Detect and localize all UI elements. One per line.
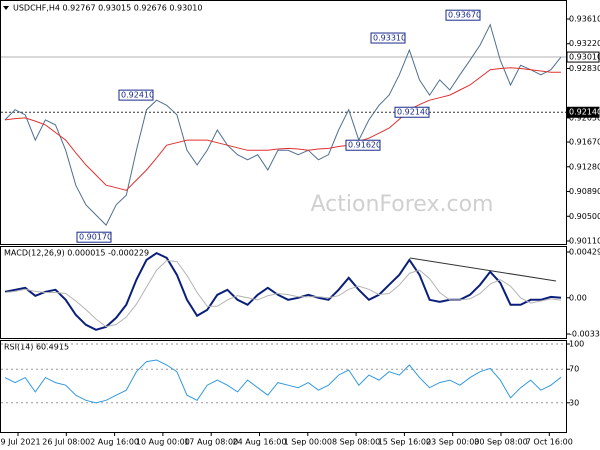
- price-label: 0.92140: [569, 108, 600, 117]
- y-tick-label: 0.90890: [569, 187, 600, 196]
- x-tick-label: 19 Jul 2021: [0, 438, 41, 447]
- y-tick-label: 100: [569, 340, 584, 349]
- callout-label: 0.91620: [348, 141, 381, 150]
- callout-label: 0.90170: [79, 233, 112, 242]
- callout-box: [394, 106, 430, 118]
- y-tick-label: -0.003396: [569, 330, 600, 339]
- callout-label: 0.92410: [121, 91, 154, 100]
- x-tick-label: 8 Sep 08:00: [332, 438, 380, 447]
- callout-box: [345, 139, 381, 151]
- y-tick-label: 0.92830: [569, 64, 600, 73]
- callout-label: 0.93670: [448, 11, 481, 20]
- macd-panel: [0, 246, 567, 339]
- y-tick-label: 0.004299: [569, 248, 600, 257]
- series-line: [4, 251, 562, 331]
- y-tick-label: 0.93220: [569, 39, 600, 48]
- price-label-box: [566, 106, 600, 118]
- x-tick-label: 26 Jul 08:00: [42, 438, 90, 447]
- y-tick-label: 70: [569, 365, 579, 374]
- series-line: [4, 23, 562, 226]
- x-tick-label: 30 Sep 08:00: [474, 438, 527, 447]
- rsi-title: RSI(14) 60.4915: [4, 343, 69, 352]
- y-tick-label: 30: [569, 398, 579, 407]
- x-tick-label: 2 Aug 16:00: [90, 438, 139, 447]
- watermark: ActionForex.com: [311, 192, 494, 217]
- x-tick-label: 24 Aug 16:00: [233, 438, 287, 447]
- trend-line: [409, 257, 557, 282]
- x-tick-label: 23 Sep 00:00: [426, 438, 479, 447]
- callout-box: [118, 89, 154, 101]
- callout-label: 0.92140: [397, 108, 430, 117]
- callout-label: 0.93310: [373, 34, 406, 43]
- macd-title: MACD(12,26,9) 0.000015 -0.000229: [4, 249, 149, 258]
- y-tick-label: 0.91280: [569, 162, 600, 171]
- x-tick-label: 10 Aug 00:00: [136, 438, 190, 447]
- x-tick-label: 1 Sep 00:00: [284, 438, 332, 447]
- menu-arrow: [3, 6, 9, 10]
- y-tick-label: 0.92050: [569, 113, 600, 122]
- rsi-panel: [0, 340, 567, 433]
- series-line: [4, 67, 561, 191]
- x-tick-label: 17 Aug 08:00: [184, 438, 238, 447]
- x-tick-label: 7 Oct 16:00: [526, 438, 573, 447]
- callout-box: [370, 32, 406, 44]
- price-label: 0.93010: [569, 53, 600, 62]
- price-panel: [0, 0, 567, 245]
- series-line: [4, 359, 562, 404]
- y-tick-label: 0.00: [569, 293, 587, 302]
- callout-box: [445, 9, 481, 21]
- series-line: [4, 259, 562, 328]
- price-label-box: [566, 51, 600, 63]
- y-tick-label: 0.90500: [569, 212, 600, 221]
- y-tick-label: 0.93610: [569, 15, 600, 24]
- y-tick-label: 0.90110: [569, 237, 600, 246]
- y-tick-label: 0.91670: [569, 138, 600, 147]
- callout-box: [76, 231, 112, 243]
- x-tick-label: 15 Sep 16:00: [378, 438, 431, 447]
- price-title: USDCHF,H4 0.92767 0.93015 0.92676 0.9301…: [13, 4, 202, 13]
